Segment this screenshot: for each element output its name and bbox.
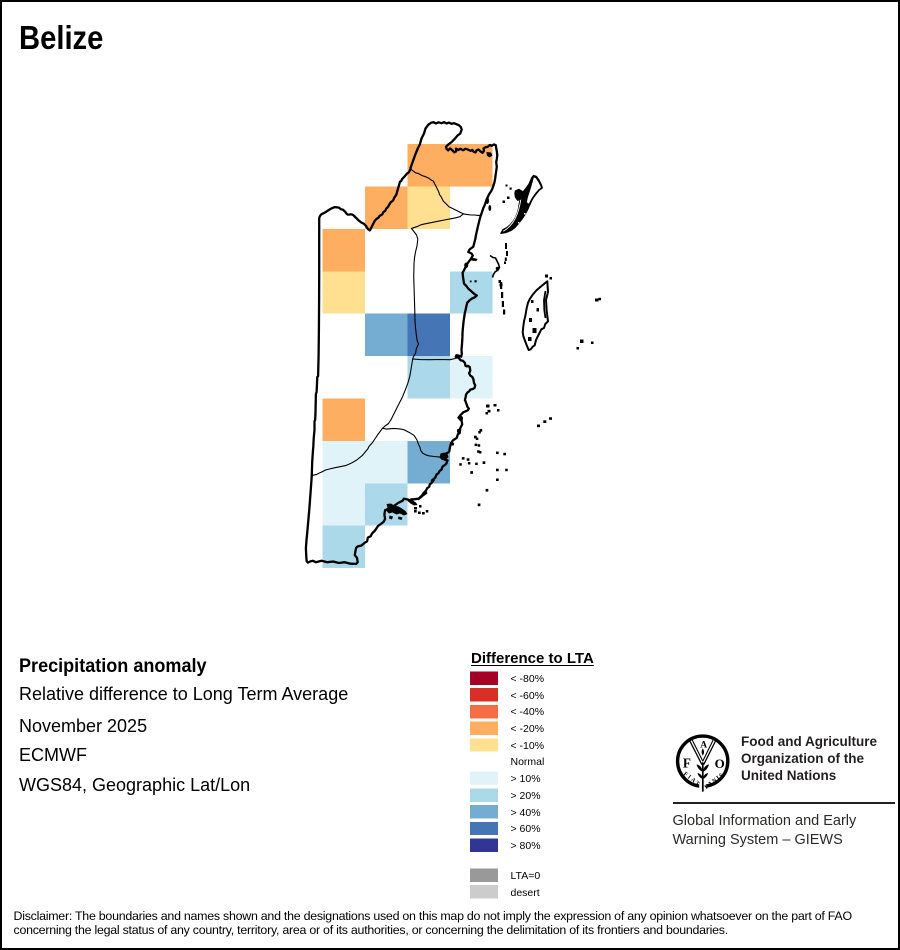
svg-text:O: O xyxy=(715,756,725,771)
svg-text:F: F xyxy=(683,756,691,771)
svg-text:A: A xyxy=(700,740,707,750)
